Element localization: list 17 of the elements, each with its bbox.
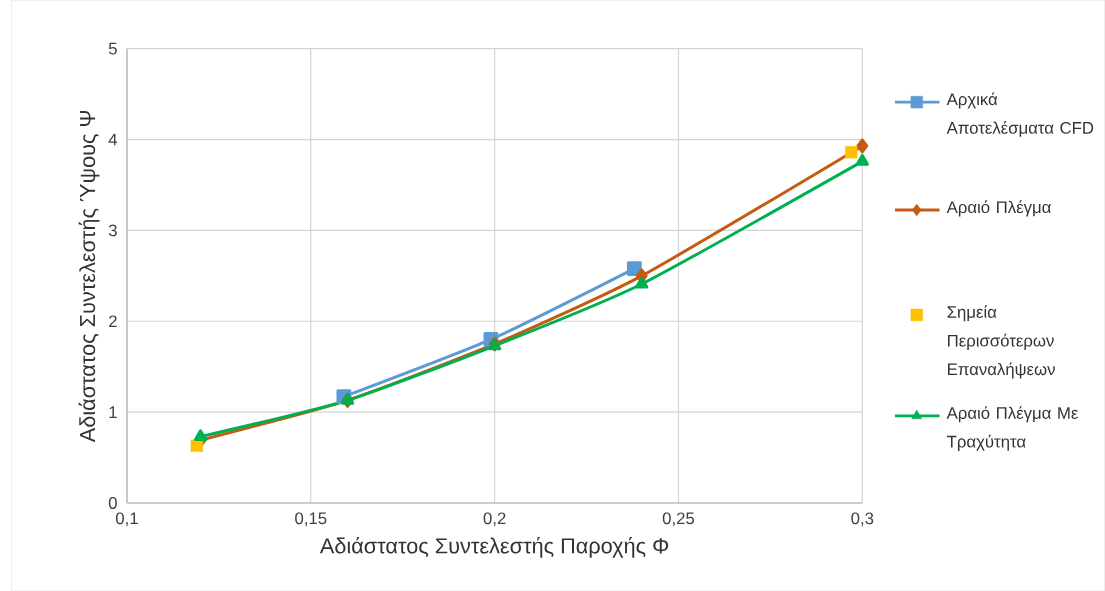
x-tick-label: 0,25 xyxy=(662,512,695,527)
x-tick-label: 0,3 xyxy=(851,512,874,527)
legend-label: Αραιό Πλέγμα xyxy=(946,200,1051,217)
x-tick-label: 0,1 xyxy=(115,512,138,527)
y-tick-label: 1 xyxy=(109,406,117,418)
x-tick-label: 0,2 xyxy=(483,512,506,527)
y-tick-label: 4 xyxy=(108,133,118,146)
y-tick-label: 5 xyxy=(108,42,117,55)
legend-label: Σημεία Περισσότερων Επαναλήψεων xyxy=(947,305,1055,379)
legend-label: Αραιό Πλέγμα Με Τραχύτητα xyxy=(946,406,1079,451)
y-tick-label: 3 xyxy=(108,224,117,237)
x-axis-title: Αδιάστατος Συντελεστής Παροχής Φ xyxy=(319,536,669,558)
legend-label: Αρχικά Αποτελέσματα CFD xyxy=(946,92,1094,137)
y-axis-title: Αδιάστατος Συντελεστής Ύψους Ψ xyxy=(78,110,100,443)
x-tick-label: 0,15 xyxy=(295,512,327,527)
y-tick-label: 0 xyxy=(108,496,117,509)
y-tick-label: 2 xyxy=(109,315,117,327)
